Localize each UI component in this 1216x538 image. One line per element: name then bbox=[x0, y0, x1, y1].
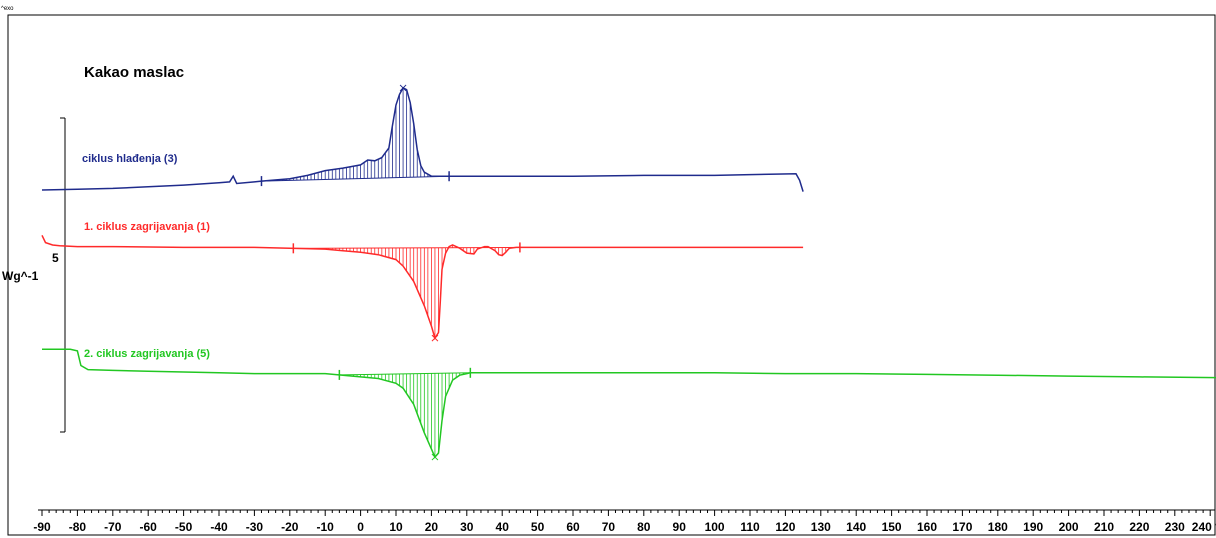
series-3: 2. ciklus zagrijavanja (5) bbox=[42, 348, 1216, 461]
x-tick-label: 150 bbox=[882, 520, 902, 534]
scale-bar: 5 Wg^-1 bbox=[2, 117, 66, 433]
x-tick-label: 200 bbox=[1059, 520, 1079, 534]
integration-baseline bbox=[261, 175, 450, 182]
series-label: 2. ciklus zagrijavanja (5) bbox=[84, 348, 210, 360]
series-2: 1. ciklus zagrijavanja (1) bbox=[41, 221, 804, 342]
x-tick-label: 140 bbox=[846, 520, 866, 534]
x-tick-label: 30 bbox=[460, 520, 474, 534]
x-tick-label: 0 bbox=[357, 520, 364, 534]
integration-baseline bbox=[293, 246, 520, 249]
x-tick-label: 130 bbox=[811, 520, 831, 534]
plot-frame bbox=[7, 14, 1216, 536]
x-axis: -90 -80 -70 -60 -50 -40 -30 -20 -10 0 10 20 30 40 50 60… bbox=[33, 509, 1216, 534]
integration-baseline bbox=[339, 372, 471, 376]
series-line bbox=[42, 348, 1216, 459]
x-tick-label: 190 bbox=[1023, 520, 1043, 534]
x-tick-label: 80 bbox=[637, 520, 651, 534]
x-tick-label: 240 °C bbox=[1192, 520, 1216, 534]
x-tick-label: -70 bbox=[104, 520, 122, 534]
x-tick-label: 20 bbox=[425, 520, 439, 534]
x-tick-label: 40 bbox=[496, 520, 510, 534]
series-1: ciklus hlađenja (3) bbox=[41, 84, 804, 192]
chart-title: Kakao maslac bbox=[84, 64, 184, 81]
corner-exo-label: ^exo bbox=[1, 6, 14, 12]
peak-marker bbox=[431, 334, 439, 342]
scale-bar-unit: Wg^-1 bbox=[2, 269, 39, 283]
x-tick-label: -80 bbox=[69, 520, 87, 534]
peak-marker bbox=[431, 453, 439, 461]
series-line bbox=[41, 234, 804, 340]
x-tick-label: 100 bbox=[705, 520, 725, 534]
x-tick-label: 50 bbox=[531, 520, 545, 534]
x-tick-label: -60 bbox=[140, 520, 158, 534]
x-tick-label: 110 bbox=[740, 520, 760, 534]
x-tick-label: 70 bbox=[602, 520, 616, 534]
peak-marker bbox=[399, 84, 407, 92]
x-tick-label: 180 bbox=[988, 520, 1008, 534]
series-label: ciklus hlađenja (3) bbox=[82, 153, 178, 165]
x-tick-label: 160 bbox=[917, 520, 937, 534]
series-line bbox=[41, 86, 804, 192]
x-tick-label: 210 bbox=[1094, 520, 1114, 534]
x-tick-label: -10 bbox=[317, 520, 335, 534]
x-tick-label: -40 bbox=[210, 520, 228, 534]
x-tick-label: -90 bbox=[33, 520, 51, 534]
x-tick-label: -20 bbox=[281, 520, 299, 534]
x-tick-label: -50 bbox=[175, 520, 193, 534]
x-tick-label: 60 bbox=[566, 520, 580, 534]
x-tick-label: 10 bbox=[389, 520, 403, 534]
x-tick-label: 170 bbox=[952, 520, 972, 534]
x-tick-label: 90 bbox=[673, 520, 687, 534]
series-label: 1. ciklus zagrijavanja (1) bbox=[84, 221, 210, 233]
scale-bar-value: 5 bbox=[52, 251, 59, 265]
x-tick-label: 220 bbox=[1129, 520, 1149, 534]
x-tick-label: -30 bbox=[246, 520, 264, 534]
x-tick-label: 120 bbox=[775, 520, 795, 534]
x-tick-label: 230 bbox=[1165, 520, 1185, 534]
series-layer: ciklus hlađenja (3) 1. ciklus zagrijavanj… bbox=[41, 84, 1216, 461]
